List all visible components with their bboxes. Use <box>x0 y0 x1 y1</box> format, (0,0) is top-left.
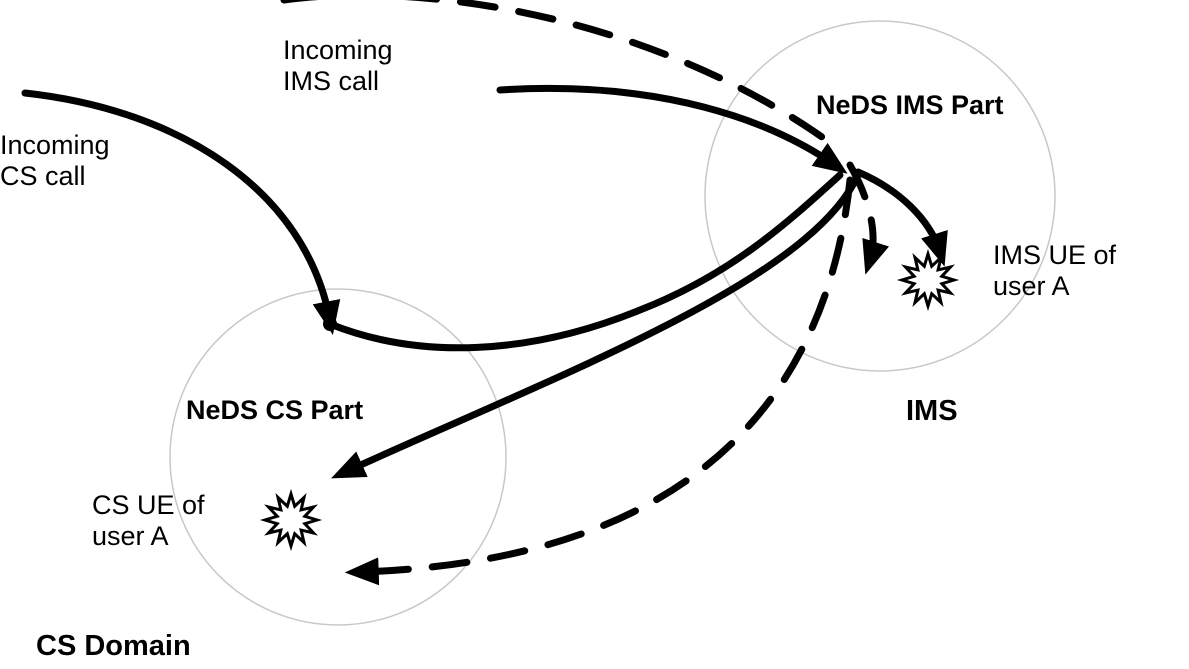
label-cs-incoming: Incoming CS call <box>0 130 110 192</box>
label-ims-ue: IMS UE of user A <box>993 240 1116 302</box>
label-ims-incoming: Incoming IMS call <box>283 35 393 97</box>
label-neds-cs: NeDS CS Part <box>186 395 363 426</box>
ims-domain-circle <box>705 21 1055 371</box>
edge-ims-incoming <box>500 88 835 165</box>
label-ims-domain: IMS <box>906 395 958 428</box>
cs-domain-circle <box>170 289 506 625</box>
edge-dashed-ims-to-cs-ue <box>360 180 850 572</box>
cs-ue-icon <box>265 494 317 546</box>
label-neds-ims: NeDS IMS Part <box>816 90 1004 121</box>
label-cs-domain: CS Domain <box>36 630 191 663</box>
ims-ue-icon <box>902 254 954 306</box>
label-cs-ue: CS UE of user A <box>92 490 205 552</box>
diagram-svg <box>0 0 1189 669</box>
junction-dot <box>323 317 337 331</box>
edge-cs-to-ims <box>330 175 840 348</box>
diagram-root: Incoming CS call Incoming IMS call NeDS IM… <box>0 0 1189 669</box>
edge-cs-incoming <box>25 93 330 320</box>
